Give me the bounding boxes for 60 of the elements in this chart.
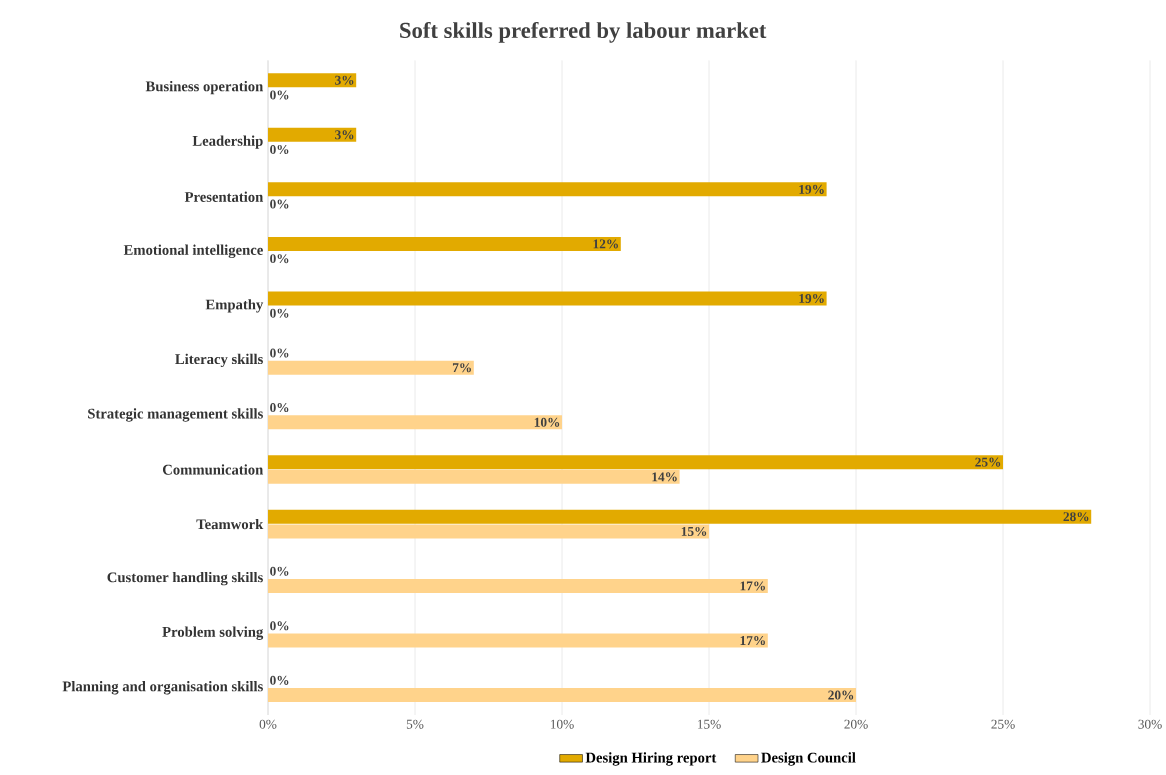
legend-label: Design Council xyxy=(761,752,856,766)
data-label: 28% xyxy=(1063,512,1089,522)
bar xyxy=(268,415,562,430)
data-label: 19% xyxy=(799,293,824,303)
data-label: 25% xyxy=(975,457,1001,467)
legend-label: Design Hiring report xyxy=(585,752,717,766)
y-tick-label: Literacy skills xyxy=(175,353,263,368)
x-tick-label: 25% xyxy=(991,719,1015,729)
data-label: 0% xyxy=(270,675,289,685)
y-tick-label: Emotional intelligence xyxy=(123,244,263,258)
y-tick-label: Customer handling skills xyxy=(107,571,263,586)
data-label: 10% xyxy=(534,417,560,427)
data-label: 3% xyxy=(335,75,354,85)
bar xyxy=(268,509,1092,524)
data-label: 17% xyxy=(740,636,765,646)
data-label: 0% xyxy=(270,348,289,358)
y-tick-label: Problem solving xyxy=(162,626,264,640)
data-label: 14% xyxy=(652,472,677,482)
bar xyxy=(268,469,680,484)
data-label: 0% xyxy=(270,566,289,576)
x-tick-label: 30% xyxy=(1138,719,1162,729)
y-tick-label: Teamwork xyxy=(196,518,264,530)
x-tick-label: 10% xyxy=(550,719,574,729)
y-tick-label: Empathy xyxy=(205,299,264,313)
data-label: 15% xyxy=(681,526,707,536)
chart-title: Soft skills preferred by labour market xyxy=(400,21,767,43)
bar xyxy=(268,73,357,88)
y-tick-label: Communication xyxy=(162,464,264,475)
y-tick-label: Planning and organisation skills xyxy=(62,681,263,695)
data-label: 0% xyxy=(270,254,289,264)
bar xyxy=(268,360,474,375)
y-tick-label: Presentation xyxy=(184,191,264,202)
bar xyxy=(268,455,1004,470)
data-label: 0% xyxy=(270,308,289,318)
y-tick-label: Leadership xyxy=(192,135,263,149)
data-label: 0% xyxy=(270,199,289,209)
x-tick-label: 0% xyxy=(259,719,277,729)
x-tick-label: 5% xyxy=(406,719,424,729)
x-tick-label: 15% xyxy=(697,719,721,729)
x-tick-label: 20% xyxy=(844,719,868,729)
data-label: 17% xyxy=(740,581,765,591)
y-tick-label: Business operation xyxy=(145,80,264,95)
data-label: 0% xyxy=(270,621,289,631)
data-label: 0% xyxy=(270,403,289,413)
data-label: 3% xyxy=(335,130,354,140)
data-label: 19% xyxy=(799,184,824,194)
bar xyxy=(268,524,709,539)
bar xyxy=(268,291,827,306)
data-label: 7% xyxy=(452,363,471,373)
bar xyxy=(268,236,621,251)
y-tick-label: Strategic management skills xyxy=(88,408,263,422)
bar xyxy=(268,633,768,648)
data-label: 0% xyxy=(270,90,289,100)
bar xyxy=(268,182,827,197)
data-label: 20% xyxy=(828,690,854,700)
bar xyxy=(268,127,357,142)
bar xyxy=(268,578,768,593)
bar xyxy=(268,688,857,703)
data-label: 0% xyxy=(270,145,289,155)
data-label: 12% xyxy=(593,239,618,249)
